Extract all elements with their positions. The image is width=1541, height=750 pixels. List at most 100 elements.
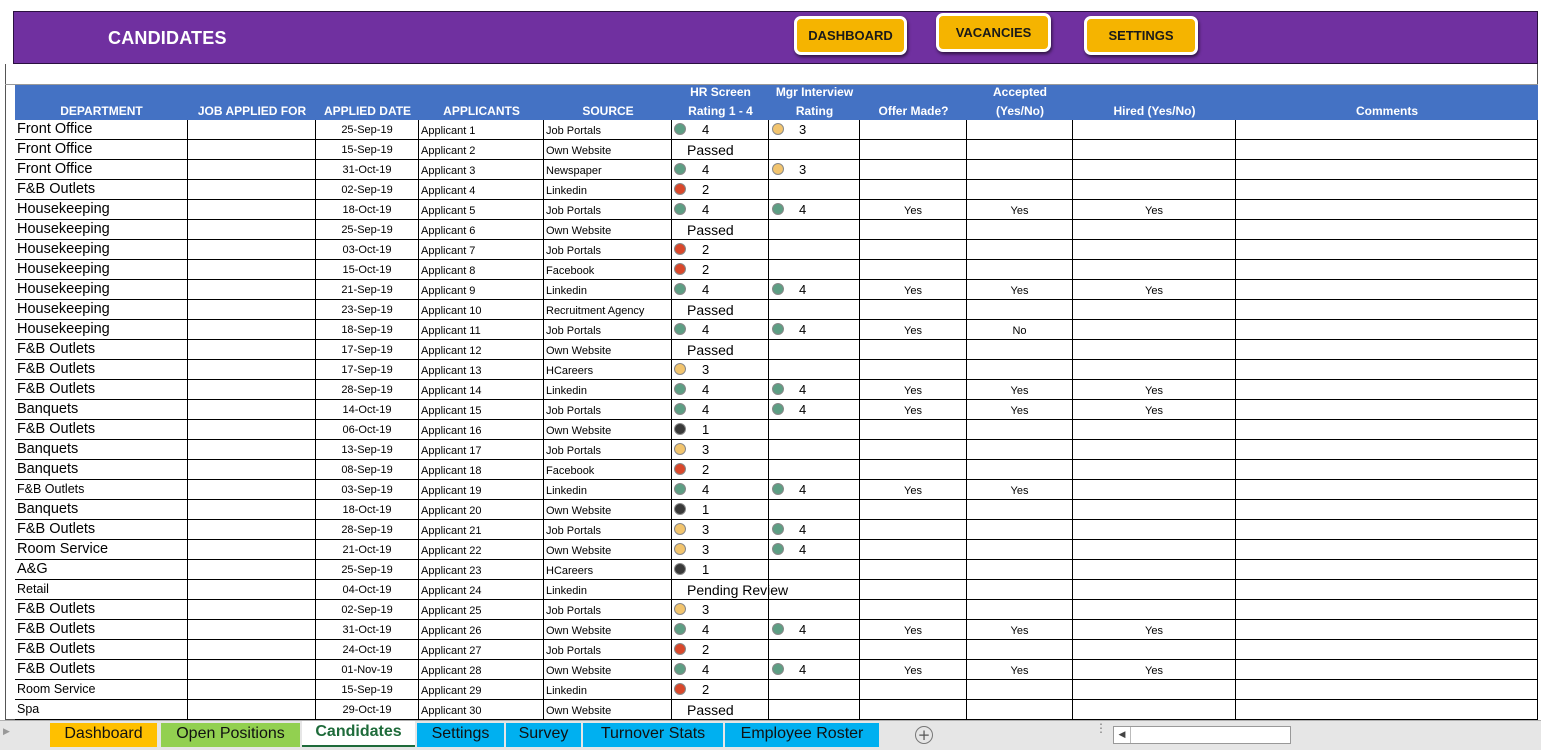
cell-department[interactable]: F&B Outlets — [15, 380, 188, 399]
cell-mgr-interview-rating[interactable] — [769, 580, 860, 599]
cell-applicants[interactable]: Applicant 23 — [419, 560, 544, 579]
cell-applicants[interactable]: Applicant 21 — [419, 520, 544, 539]
cell-department[interactable]: A&G — [15, 560, 188, 579]
cell-mgr-interview-rating[interactable] — [769, 300, 860, 319]
cell-applied-date[interactable]: 21-Oct-19 — [316, 540, 419, 559]
cell-department[interactable]: Housekeeping — [15, 200, 188, 219]
tab-employee-roster[interactable]: Employee Roster — [725, 723, 879, 747]
cell-mgr-interview-rating[interactable]: 4 — [769, 620, 860, 639]
cell-comments[interactable] — [1236, 660, 1538, 679]
cell-applicants[interactable]: Applicant 25 — [419, 600, 544, 619]
cell-comments[interactable] — [1236, 300, 1538, 319]
cell-applicants[interactable]: Applicant 10 — [419, 300, 544, 319]
cell-offer-made[interactable]: Yes — [860, 200, 967, 219]
cell-comments[interactable] — [1236, 360, 1538, 379]
cell-hr-screen-rating[interactable]: Passed — [672, 300, 769, 319]
cell-hired[interactable]: Yes — [1073, 280, 1236, 299]
cell-source[interactable]: Job Portals — [544, 320, 672, 339]
cell-applied-date[interactable]: 31-Oct-19 — [316, 620, 419, 639]
cell-applied-date[interactable]: 25-Sep-19 — [316, 120, 419, 139]
cell-department[interactable]: Room Service — [15, 680, 188, 699]
cell-job-applied-for[interactable] — [188, 400, 316, 419]
cell-applicants[interactable]: Applicant 5 — [419, 200, 544, 219]
vacancies-button[interactable]: VACANCIES — [936, 13, 1051, 52]
cell-offer-made[interactable]: Yes — [860, 400, 967, 419]
cell-applicants[interactable]: Applicant 19 — [419, 480, 544, 499]
cell-applicants[interactable]: Applicant 2 — [419, 140, 544, 159]
cell-job-applied-for[interactable] — [188, 160, 316, 179]
cell-offer-made[interactable] — [860, 260, 967, 279]
cell-hr-screen-rating[interactable]: Passed — [672, 700, 769, 719]
cell-hired[interactable] — [1073, 520, 1236, 539]
cell-department[interactable]: F&B Outlets — [15, 360, 188, 379]
cell-offer-made[interactable] — [860, 340, 967, 359]
cell-department[interactable]: Housekeeping — [15, 300, 188, 319]
cell-mgr-interview-rating[interactable] — [769, 360, 860, 379]
cell-hired[interactable]: Yes — [1073, 660, 1236, 679]
cell-department[interactable]: Room Service — [15, 540, 188, 559]
cell-job-applied-for[interactable] — [188, 260, 316, 279]
cell-applicants[interactable]: Applicant 17 — [419, 440, 544, 459]
cell-source[interactable]: Linkedin — [544, 380, 672, 399]
cell-mgr-interview-rating[interactable] — [769, 440, 860, 459]
cell-mgr-interview-rating[interactable] — [769, 600, 860, 619]
cell-accepted[interactable]: No — [967, 320, 1073, 339]
cell-job-applied-for[interactable] — [188, 440, 316, 459]
horizontal-scrollbar[interactable]: ◀ — [1113, 726, 1291, 744]
cell-applicants[interactable]: Applicant 29 — [419, 680, 544, 699]
cell-comments[interactable] — [1236, 380, 1538, 399]
cell-department[interactable]: F&B Outlets — [15, 340, 188, 359]
cell-hired[interactable] — [1073, 600, 1236, 619]
cell-job-applied-for[interactable] — [188, 140, 316, 159]
cell-job-applied-for[interactable] — [188, 680, 316, 699]
cell-offer-made[interactable] — [860, 680, 967, 699]
cell-hired[interactable] — [1073, 180, 1236, 199]
cell-mgr-interview-rating[interactable] — [769, 420, 860, 439]
cell-accepted[interactable] — [967, 520, 1073, 539]
cell-hr-screen-rating[interactable]: 2 — [672, 240, 769, 259]
cell-applied-date[interactable]: 29-Oct-19 — [316, 700, 419, 719]
cell-applicants[interactable]: Applicant 13 — [419, 360, 544, 379]
cell-accepted[interactable] — [967, 160, 1073, 179]
cell-applied-date[interactable]: 28-Sep-19 — [316, 380, 419, 399]
cell-job-applied-for[interactable] — [188, 220, 316, 239]
cell-hired[interactable] — [1073, 440, 1236, 459]
cell-comments[interactable] — [1236, 240, 1538, 259]
cell-applied-date[interactable]: 13-Sep-19 — [316, 440, 419, 459]
cell-hr-screen-rating[interactable]: 4 — [672, 160, 769, 179]
cell-department[interactable]: F&B Outlets — [15, 420, 188, 439]
cell-applicants[interactable]: Applicant 30 — [419, 700, 544, 719]
cell-comments[interactable] — [1236, 440, 1538, 459]
cell-mgr-interview-rating[interactable] — [769, 240, 860, 259]
cell-applied-date[interactable]: 15-Sep-19 — [316, 680, 419, 699]
cell-applicants[interactable]: Applicant 26 — [419, 620, 544, 639]
cell-hr-screen-rating[interactable]: 4 — [672, 400, 769, 419]
cell-applicants[interactable]: Applicant 9 — [419, 280, 544, 299]
cell-source[interactable]: Own Website — [544, 420, 672, 439]
cell-source[interactable]: Job Portals — [544, 200, 672, 219]
cell-applied-date[interactable]: 14-Oct-19 — [316, 400, 419, 419]
cell-comments[interactable] — [1236, 220, 1538, 239]
cell-mgr-interview-rating[interactable]: 3 — [769, 120, 860, 139]
cell-hired[interactable]: Yes — [1073, 620, 1236, 639]
cell-mgr-interview-rating[interactable] — [769, 340, 860, 359]
cell-job-applied-for[interactable] — [188, 540, 316, 559]
cell-job-applied-for[interactable] — [188, 660, 316, 679]
cell-mgr-interview-rating[interactable] — [769, 560, 860, 579]
cell-hired[interactable]: Yes — [1073, 200, 1236, 219]
cell-department[interactable]: Housekeeping — [15, 260, 188, 279]
cell-source[interactable]: Job Portals — [544, 400, 672, 419]
cell-department[interactable]: Housekeeping — [15, 320, 188, 339]
cell-department[interactable]: F&B Outlets — [15, 180, 188, 199]
cell-accepted[interactable] — [967, 180, 1073, 199]
cell-applied-date[interactable]: 06-Oct-19 — [316, 420, 419, 439]
cell-source[interactable]: Job Portals — [544, 440, 672, 459]
cell-department[interactable]: Housekeeping — [15, 240, 188, 259]
cell-job-applied-for[interactable] — [188, 120, 316, 139]
cell-hr-screen-rating[interactable]: 4 — [672, 120, 769, 139]
cell-accepted[interactable] — [967, 140, 1073, 159]
cell-applied-date[interactable]: 03-Oct-19 — [316, 240, 419, 259]
cell-mgr-interview-rating[interactable] — [769, 260, 860, 279]
scroll-tabs-icon[interactable]: ▶ — [3, 727, 10, 737]
cell-comments[interactable] — [1236, 480, 1538, 499]
